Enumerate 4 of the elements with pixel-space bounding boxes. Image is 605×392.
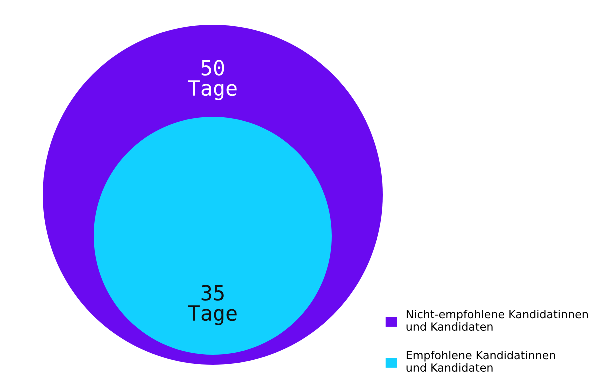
category-label: Empfohlene Kandidatinnen und Kandidaten (406, 350, 556, 372)
data-label: 35 Tage (188, 285, 237, 326)
category-label: Nicht-empfohlene Kandidatinnen und Kandidaten (406, 310, 588, 332)
data-label: 50 Tage (188, 60, 237, 100)
